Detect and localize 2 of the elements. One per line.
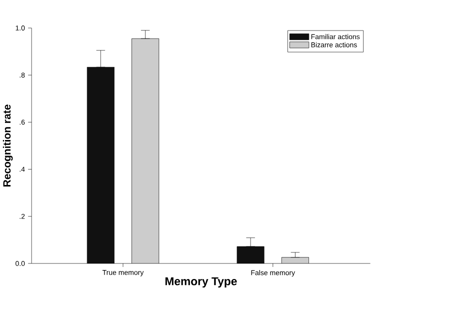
x-axis-title: Memory Type — [165, 277, 237, 288]
y-axis-title: Recognition rate — [2, 104, 13, 187]
